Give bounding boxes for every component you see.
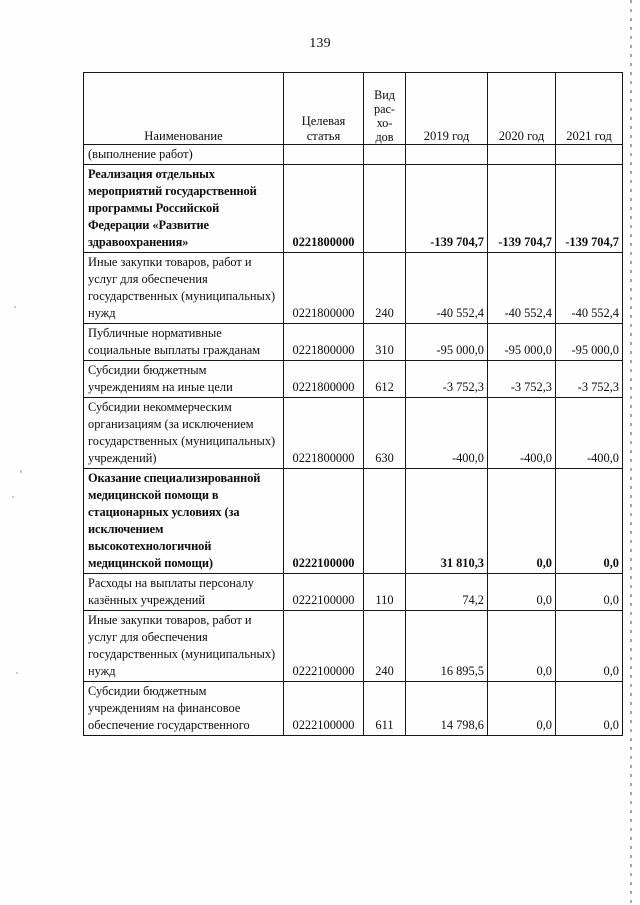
cell-expense-type: 310: [363, 323, 406, 361]
cell-expense-type: 611: [363, 681, 406, 736]
table-body: (выполнение работ) Реализация отдельных м…: [83, 144, 623, 736]
cell-year-2019: 74,2: [405, 573, 488, 611]
table-row: Субсидии бюджетным учреждениям на иные ц…: [83, 360, 623, 398]
cell-expense-type: [363, 468, 406, 574]
cell-year-2020: -95 000,0: [487, 323, 556, 361]
cell-year-2021: 0,0: [555, 468, 623, 574]
table-row: Расходы на выплаты персоналу казённых уч…: [83, 573, 623, 611]
cell-year-2020: 0,0: [487, 681, 556, 736]
table-header: Наименование Целевая статья Вид рас-хо-д…: [83, 72, 623, 145]
cell-name: Иные закупки товаров, работ и услуг для …: [83, 252, 284, 324]
table-row: Субсидии некоммерческим организациям (за…: [83, 397, 623, 469]
cell-expense-type: 240: [363, 610, 406, 682]
cell-expense-type: 240: [363, 252, 406, 324]
cell-year-2021: [555, 144, 623, 165]
cell-year-2020: -3 752,3: [487, 360, 556, 398]
cell-article: 0221800000: [283, 164, 364, 253]
cell-name: Субсидии бюджетным учреждениям на иные ц…: [83, 360, 284, 398]
table-row: Субсидии бюджетным учреждениям на финанс…: [83, 681, 623, 736]
table-row: (выполнение работ): [83, 144, 623, 165]
cell-year-2020: 0,0: [487, 610, 556, 682]
cell-year-2021: 0,0: [555, 610, 623, 682]
cell-article: 0222100000: [283, 681, 364, 736]
cell-year-2020: 0,0: [487, 468, 556, 574]
table-row: Оказание специализированной медицинской …: [83, 468, 623, 574]
cell-year-2020: 0,0: [487, 573, 556, 611]
cell-expense-type: 612: [363, 360, 406, 398]
column-header-year-2019: 2019 год: [405, 72, 488, 145]
scan-speck: [12, 496, 14, 498]
cell-name: Публичные нормативные социальные выплаты…: [83, 323, 284, 361]
cell-year-2021: -40 552,4: [555, 252, 623, 324]
cell-name: Субсидии некоммерческим организациям (за…: [83, 397, 284, 469]
cell-year-2021: -400,0: [555, 397, 623, 469]
scan-speck: [14, 306, 16, 308]
table-row: Публичные нормативные социальные выплаты…: [83, 323, 623, 361]
budget-allocations-table: Наименование Целевая статья Вид рас-хо-д…: [83, 72, 623, 736]
cell-year-2020: -400,0: [487, 397, 556, 469]
cell-year-2019: -400,0: [405, 397, 488, 469]
cell-expense-type: 630: [363, 397, 406, 469]
scan-artifact-right-edge: [630, 0, 632, 905]
cell-year-2020: -139 704,7: [487, 164, 556, 253]
cell-name: (выполнение работ): [83, 144, 284, 165]
cell-year-2019: 16 895,5: [405, 610, 488, 682]
cell-article: 0221800000: [283, 397, 364, 469]
cell-year-2019: -139 704,7: [405, 164, 488, 253]
cell-year-2021: -95 000,0: [555, 323, 623, 361]
column-header-expense-type: Вид рас-хо-дов: [363, 72, 406, 145]
cell-article: [283, 144, 364, 165]
column-header-year-2021: 2021 год: [555, 72, 623, 145]
cell-year-2019: 14 798,6: [405, 681, 488, 736]
column-header-name: Наименование: [83, 72, 284, 145]
cell-expense-type: [363, 144, 406, 165]
cell-year-2021: 0,0: [555, 573, 623, 611]
page-number: 139: [309, 36, 331, 51]
cell-expense-type: [363, 164, 406, 253]
cell-year-2020: [487, 144, 556, 165]
scan-speck: [20, 470, 22, 473]
cell-article: 0222100000: [283, 610, 364, 682]
cell-year-2020: -40 552,4: [487, 252, 556, 324]
cell-article: 0222100000: [283, 573, 364, 611]
cell-year-2019: -40 552,4: [405, 252, 488, 324]
table-header-row: Наименование Целевая статья Вид рас-хо-д…: [83, 72, 623, 145]
cell-article: 0221800000: [283, 323, 364, 361]
cell-article: 0222100000: [283, 468, 364, 574]
scan-speck: [16, 672, 18, 674]
cell-year-2019: 31 810,3: [405, 468, 488, 574]
cell-article: 0221800000: [283, 360, 364, 398]
table-row: Реализация отдельных мероприятий государ…: [83, 164, 623, 253]
cell-year-2021: 0,0: [555, 681, 623, 736]
cell-name: Оказание специализированной медицинской …: [83, 468, 284, 574]
cell-year-2019: [405, 144, 488, 165]
column-header-year-2020: 2020 год: [487, 72, 556, 145]
cell-name: Расходы на выплаты персоналу казённых уч…: [83, 573, 284, 611]
cell-name: Субсидии бюджетным учреждениям на финанс…: [83, 681, 284, 736]
cell-expense-type: 110: [363, 573, 406, 611]
cell-year-2021: -3 752,3: [555, 360, 623, 398]
cell-name: Реализация отдельных мероприятий государ…: [83, 164, 284, 253]
cell-article: 0221800000: [283, 252, 364, 324]
table-row: Иные закупки товаров, работ и услуг для …: [83, 252, 623, 324]
cell-year-2021: -139 704,7: [555, 164, 623, 253]
cell-year-2019: -3 752,3: [405, 360, 488, 398]
cell-year-2019: -95 000,0: [405, 323, 488, 361]
column-header-article: Целевая статья: [283, 72, 364, 145]
table-row: Иные закупки товаров, работ и услуг для …: [83, 610, 623, 682]
cell-name: Иные закупки товаров, работ и услуг для …: [83, 610, 284, 682]
